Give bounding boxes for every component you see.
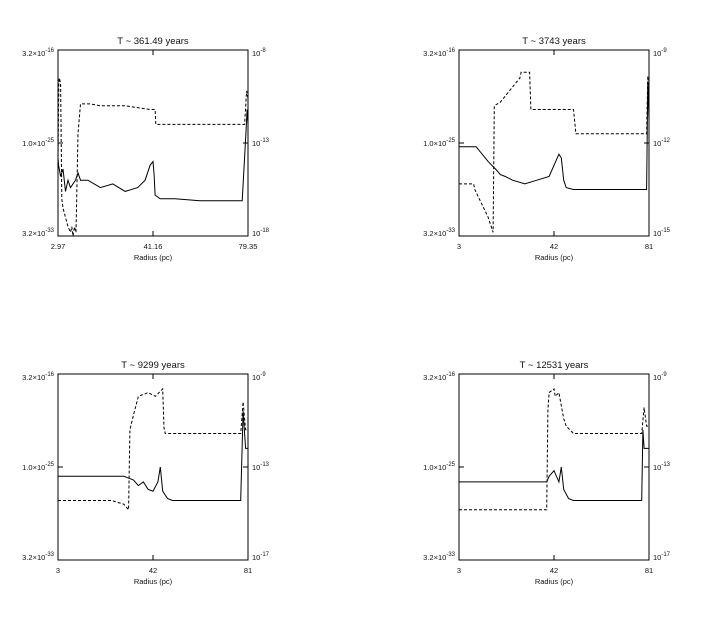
x-tick-label: 81: [244, 566, 252, 575]
plot-frame: [57, 49, 249, 237]
y-left-tick-label: 3.2×10-33: [22, 228, 54, 238]
y-right-tick-label: 10-17: [252, 552, 270, 562]
y-left-tick-label: 3.2×10-16: [22, 48, 54, 58]
x-tick-label: 42: [149, 566, 157, 575]
chart-panel-1: T ~ 361.49 years 2.97 41.16 79.35 Radius (pc…: [22, 36, 270, 262]
y-right-tick-label: 10-13: [252, 138, 270, 148]
x-axis-label: Radius (pc): [535, 253, 574, 262]
y-left-tick-label: 3.2×10-33: [423, 552, 455, 562]
y-left-tick-label: 1.0×10-25: [22, 462, 54, 472]
x-tick-label: 2.97: [51, 242, 66, 251]
y-left-tick-label: 1.0×10-25: [423, 462, 455, 472]
plot-frame: [458, 49, 650, 237]
y-left-tick-label: 3.2×10-16: [22, 372, 54, 382]
y-right-tick-label: 10-17: [653, 552, 671, 562]
y-left-tick-label: 3.2×10-16: [423, 372, 455, 382]
solid-series-line: [459, 429, 649, 501]
x-tick-label: 3: [457, 566, 461, 575]
y-left-tick-label: 3.2×10-33: [423, 228, 455, 238]
chart-panel-3: T ~ 9299 years 3 42 81 Radius (pc) 3.2×10-16 1…: [22, 360, 270, 586]
x-axis-label: Radius (pc): [134, 577, 173, 586]
chart-panel-2: T ~ 3743 years 3 42 81 Radius (pc) 3.2×10-16 1…: [423, 36, 671, 262]
y-right-tick-label: 10-9: [653, 48, 667, 58]
y-right-tick-label: 10-12: [653, 138, 671, 148]
x-axis-label: Radius (pc): [134, 253, 173, 262]
y-right-tick-label: 10-8: [252, 48, 266, 58]
plot-frame: [458, 373, 650, 561]
y-left-tick-label: 3.2×10-33: [22, 552, 54, 562]
x-tick-label: 42: [550, 566, 558, 575]
dashed-series-line: [459, 388, 649, 511]
x-tick-label: 3: [457, 242, 461, 251]
chart-title: T ~ 3743 years: [522, 36, 586, 47]
y-right-tick-label: 10-13: [653, 462, 671, 472]
chart-title: T ~ 9299 years: [121, 360, 185, 371]
y-left-tick-label: 3.2×10-16: [423, 48, 455, 58]
x-axis-label: Radius (pc): [535, 577, 574, 586]
y-right-tick-label: 10-18: [252, 228, 270, 238]
y-left-tick-label: 1.0×10-25: [22, 138, 54, 148]
x-tick-label: 42: [550, 242, 558, 251]
plot-frame: [57, 373, 249, 561]
x-tick-label: 3: [56, 566, 60, 575]
dashed-series-line: [58, 387, 248, 512]
y-right-tick-label: 10-9: [252, 372, 266, 382]
dashed-series-line: [459, 71, 650, 233]
y-right-tick-label: 10-15: [653, 228, 671, 238]
solid-series-line: [459, 81, 650, 190]
chart-title: T ~ 361.49 years: [117, 36, 189, 47]
chart-title: T ~ 12531 years: [520, 360, 589, 371]
x-tick-label: 79.35: [239, 242, 258, 251]
x-tick-label: 81: [645, 242, 653, 251]
x-tick-label: 81: [645, 566, 653, 575]
y-left-tick-label: 1.0×10-25: [423, 138, 455, 148]
solid-series-line: [58, 411, 248, 501]
y-right-tick-label: 10-9: [653, 372, 667, 382]
y-right-tick-label: 10-13: [252, 462, 270, 472]
x-tick-label: 41.16: [144, 242, 163, 251]
solid-series-line: [57, 109, 249, 202]
dashed-series-line: [57, 77, 249, 237]
chart-panel-4: T ~ 12531 years 3 42 81 Radius (pc) 3.2×10-16…: [423, 360, 671, 586]
